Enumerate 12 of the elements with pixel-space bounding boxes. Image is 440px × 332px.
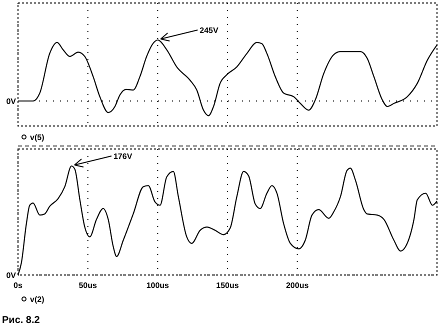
annotation: 0V [6, 96, 17, 106]
annotation: 0V [6, 270, 17, 280]
legend-label: v(5) [30, 132, 45, 142]
annotation: 176V [113, 152, 133, 161]
x-tick-label: 150us [216, 281, 240, 290]
annotation: 245V [200, 26, 220, 35]
legend-label: v(2) [30, 294, 45, 304]
x-tick-label: 100us [146, 281, 170, 290]
x-tick-label: 0s [14, 281, 23, 290]
text: Рис. 8.2 [2, 315, 40, 326]
x-tick-label: 200us [286, 281, 310, 290]
x-tick-label: 50us [78, 281, 98, 290]
